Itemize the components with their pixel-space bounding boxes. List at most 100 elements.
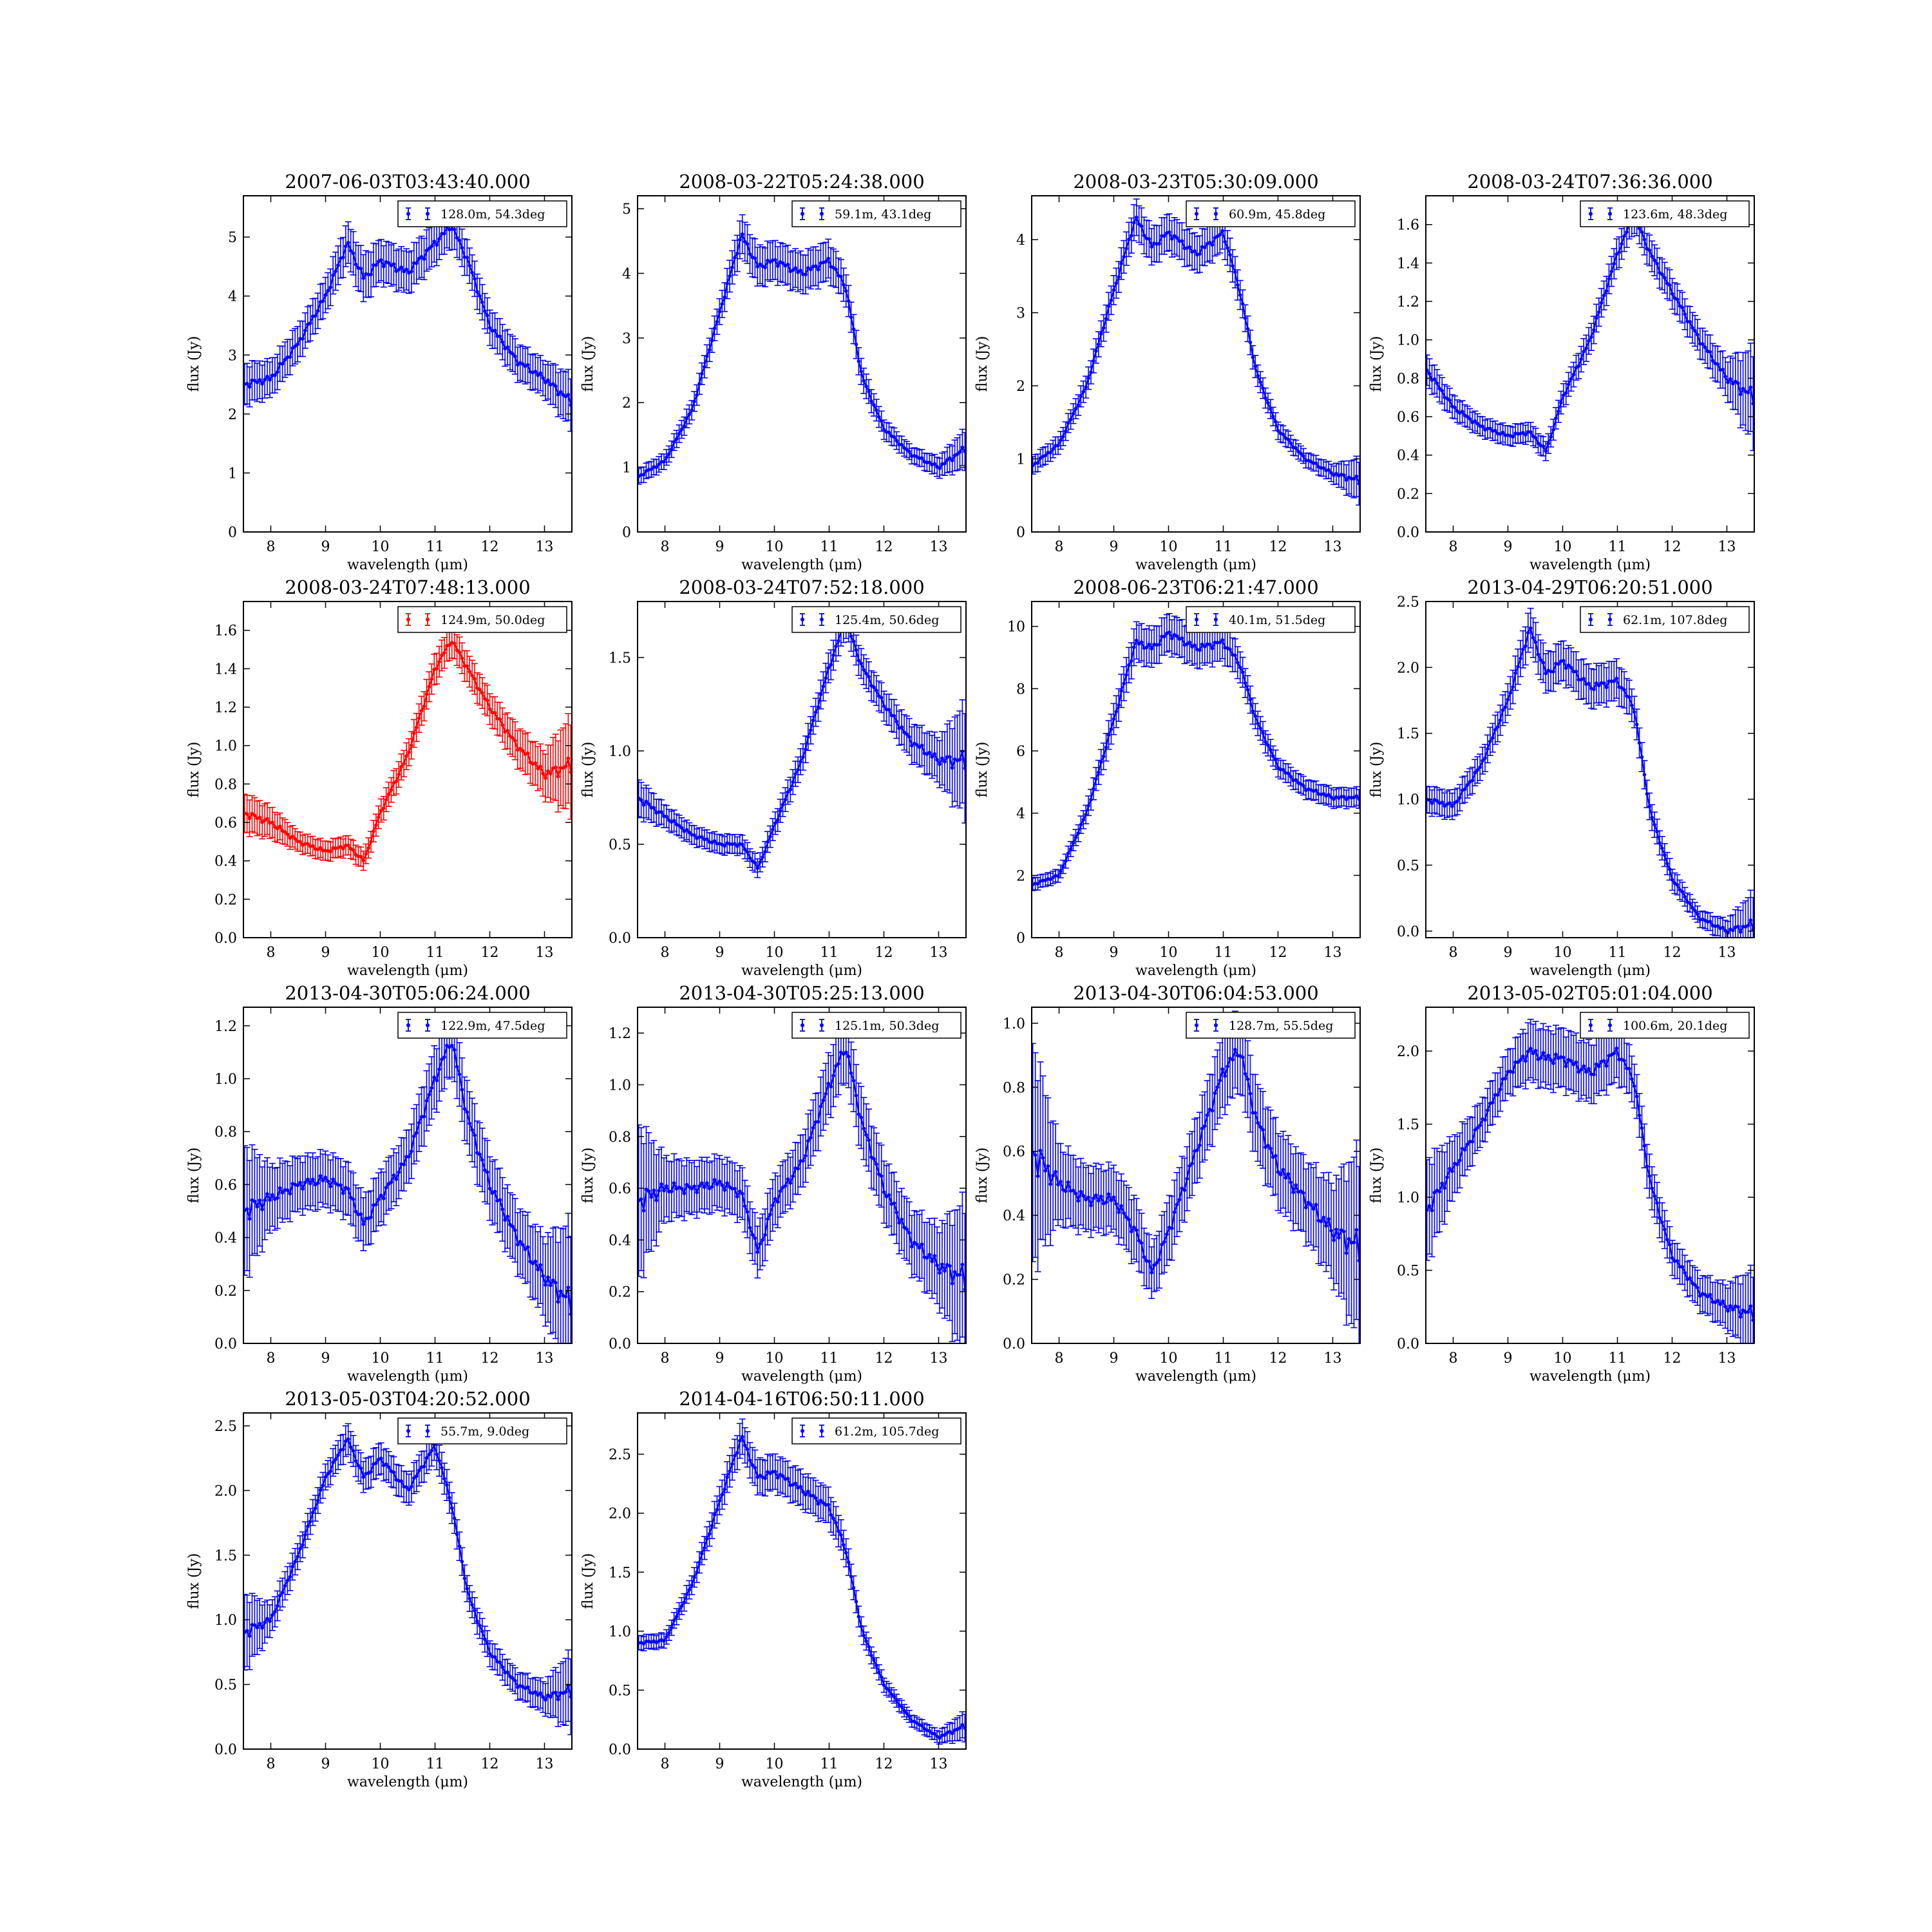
y-axis-label: flux (Jy) bbox=[1368, 336, 1385, 392]
data-point bbox=[301, 337, 305, 341]
data-point bbox=[478, 688, 482, 692]
data-point bbox=[318, 846, 323, 850]
legend-marker bbox=[800, 212, 804, 216]
data-point bbox=[303, 842, 307, 846]
data-point bbox=[480, 1158, 484, 1162]
data-point bbox=[1501, 430, 1505, 435]
data-point bbox=[1688, 319, 1692, 324]
legend: 62.1m, 107.8deg bbox=[1580, 606, 1750, 633]
x-tick-label: 11 bbox=[1215, 945, 1233, 961]
data-point bbox=[1561, 659, 1566, 663]
data-point bbox=[1130, 233, 1133, 238]
data-point bbox=[513, 354, 517, 359]
panel-title: 2008-03-22T05:24:38.000 bbox=[679, 171, 924, 193]
data-point bbox=[875, 408, 878, 412]
data-point bbox=[745, 850, 750, 854]
y-tick-label: 4 bbox=[622, 266, 631, 282]
data-point bbox=[813, 264, 818, 269]
data-point bbox=[775, 264, 780, 268]
data-point bbox=[892, 714, 896, 718]
data-point bbox=[872, 685, 876, 689]
data-point bbox=[938, 466, 942, 470]
data-point bbox=[900, 725, 904, 729]
data-point bbox=[293, 344, 298, 348]
data-point bbox=[280, 362, 285, 366]
legend-label: 123.6m, 48.3deg bbox=[1623, 207, 1727, 222]
data-point bbox=[813, 710, 818, 714]
data-point bbox=[546, 378, 550, 383]
data-point bbox=[1612, 679, 1616, 683]
data-point bbox=[1524, 644, 1528, 648]
data-point bbox=[730, 265, 734, 270]
data-point bbox=[1240, 670, 1245, 674]
y-tick-label: 0 bbox=[228, 525, 237, 541]
data-point bbox=[1228, 252, 1232, 257]
data-point bbox=[290, 346, 295, 350]
data-point bbox=[851, 639, 856, 643]
data-point bbox=[1736, 924, 1740, 929]
data-point bbox=[1344, 797, 1349, 802]
panel-title: 2008-03-24T07:48:13.000 bbox=[285, 576, 530, 598]
data-point bbox=[1139, 640, 1144, 645]
data-point bbox=[887, 708, 891, 712]
data-point bbox=[1243, 316, 1247, 320]
legend-marker bbox=[1195, 212, 1198, 216]
data-point bbox=[733, 842, 737, 846]
data-point bbox=[773, 821, 777, 825]
data-point bbox=[733, 256, 737, 260]
data-point bbox=[705, 354, 709, 358]
data-point bbox=[407, 1155, 411, 1159]
data-point bbox=[1094, 349, 1098, 353]
data-point bbox=[781, 261, 785, 265]
data-point bbox=[740, 842, 744, 847]
data-point bbox=[265, 374, 269, 379]
y-tick-label: 0.5 bbox=[609, 837, 631, 853]
data-point bbox=[323, 1175, 328, 1180]
y-tick-label: 0.0 bbox=[214, 931, 237, 947]
data-point bbox=[667, 452, 671, 456]
data-point bbox=[369, 1215, 373, 1219]
data-point bbox=[1634, 723, 1639, 726]
data-point bbox=[679, 427, 684, 431]
data-point bbox=[723, 844, 727, 848]
data-point bbox=[1615, 676, 1619, 681]
data-point bbox=[275, 826, 279, 831]
data-point bbox=[750, 859, 755, 863]
data-point bbox=[712, 327, 717, 330]
data-point bbox=[1231, 264, 1235, 268]
data-point bbox=[743, 240, 747, 244]
data-point bbox=[1475, 768, 1480, 772]
data-point bbox=[1584, 346, 1588, 350]
y-tick-label: 1.6 bbox=[214, 623, 237, 639]
data-point bbox=[1486, 747, 1490, 751]
data-point bbox=[1104, 316, 1108, 321]
data-point bbox=[1612, 261, 1616, 266]
data-point bbox=[1329, 795, 1333, 799]
data-point bbox=[748, 856, 752, 860]
data-point bbox=[1245, 688, 1250, 692]
data-point bbox=[1332, 797, 1336, 801]
data-point bbox=[1097, 770, 1101, 775]
data-point bbox=[410, 1149, 413, 1153]
data-point bbox=[541, 376, 545, 380]
data-point bbox=[321, 299, 325, 303]
data-series bbox=[638, 608, 966, 878]
data-point bbox=[1533, 436, 1538, 440]
data-point bbox=[1056, 444, 1060, 448]
data-point bbox=[1137, 222, 1141, 226]
data-point bbox=[1248, 340, 1253, 345]
data-point bbox=[389, 1180, 393, 1184]
data-point bbox=[1640, 755, 1644, 759]
x-tick-label: 9 bbox=[1110, 945, 1119, 961]
data-point bbox=[288, 836, 292, 840]
data-point bbox=[819, 692, 823, 697]
y-tick-label: 1 bbox=[622, 460, 631, 477]
data-point bbox=[766, 840, 770, 844]
x-tick-label: 11 bbox=[426, 945, 444, 961]
data-point bbox=[1468, 417, 1472, 421]
data-point bbox=[1696, 332, 1700, 337]
panel-title: 2007-06-03T03:43:40.000 bbox=[285, 171, 530, 193]
legend: 123.6m, 48.3deg bbox=[1580, 200, 1750, 227]
data-point bbox=[354, 1209, 358, 1214]
data-point bbox=[839, 274, 843, 279]
